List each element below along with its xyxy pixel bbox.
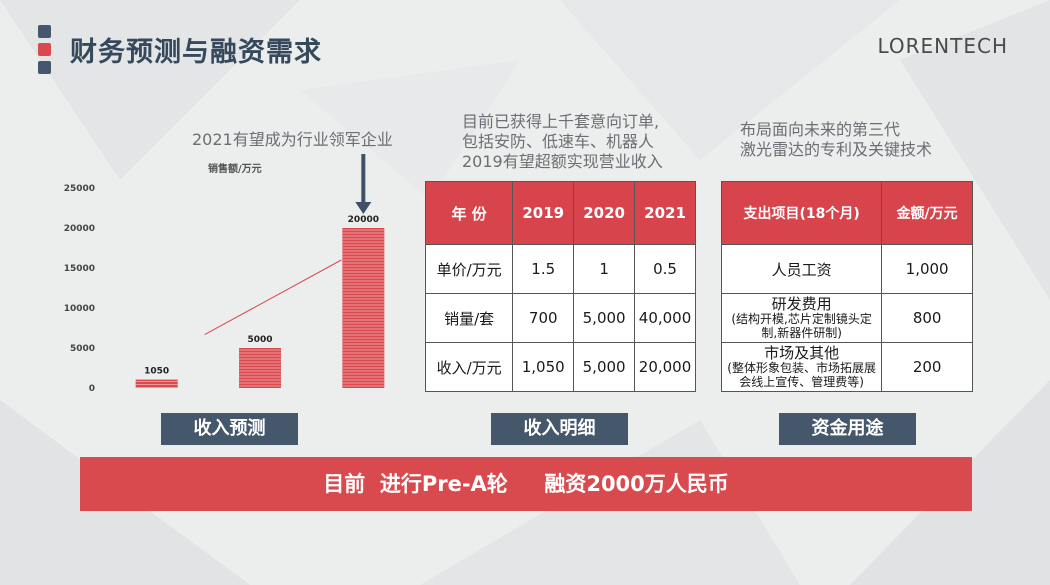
tech-note-line-1: 布局面向未来的第三代 [740, 120, 901, 139]
data-label: 20000 [348, 215, 379, 225]
table-cell: 1,050 [512, 342, 575, 392]
header-cell: 2021 [634, 181, 696, 245]
chart-bar [135, 379, 178, 388]
title-bullets [38, 25, 51, 79]
orders-note-line-2: 包括安防、低速车、机器人 [462, 132, 655, 151]
header-cell: 支出项目(18个月) [720, 181, 883, 245]
bullet-1 [38, 25, 51, 38]
table-cell: 1,000 [881, 244, 973, 294]
table-row: 人员工资 1,000 [720, 244, 973, 294]
table-cell: 40,000 [634, 293, 696, 343]
bullet-3 [38, 61, 51, 74]
table-cell: 1.5 [512, 244, 575, 294]
expense-item: 研发费用 [771, 295, 832, 313]
orders-note: 目前已获得上千套意向订单, 包括安防、低速车、机器人 2019有望超额实现营业收… [462, 112, 663, 172]
revenue-detail-label: 收入明细 [491, 413, 628, 445]
table-cell: 单价/万元 [424, 244, 514, 294]
revenue-forecast-label: 收入预测 [161, 413, 298, 445]
table-cell: 收入/万元 [424, 342, 514, 392]
expense-item: 人员工资 [771, 260, 832, 279]
table-row: 研发费用 (结构开模,芯片定制镜头定制,新器件研制) 800 [720, 293, 973, 343]
y-tick-label: 15000 [64, 264, 95, 274]
table-cell: 研发费用 (结构开模,芯片定制镜头定制,新器件研制) [720, 293, 883, 343]
orders-note-line-3: 2019有望超额实现营业收入 [462, 152, 663, 171]
table-cell: 0.5 [634, 244, 696, 294]
y-tick-label: 10000 [64, 304, 95, 314]
data-label: 5000 [247, 335, 272, 345]
expense-item: 市场及其他 [764, 344, 840, 362]
fund-usage-label: 资金用途 [779, 413, 916, 445]
table-row: 收入/万元 1,050 5,000 20,000 [424, 342, 696, 392]
y-tick-label: 25000 [64, 184, 95, 194]
y-tick-label: 0 [89, 384, 95, 394]
table-header-row: 年 份 2019 2020 2021 [424, 181, 696, 245]
funding-banner: 目前 进行Pre-A轮 融资2000万人民币 [80, 457, 972, 511]
orders-note-line-1: 目前已获得上千套意向订单, [462, 112, 660, 131]
table-row: 销量/套 700 5,000 40,000 [424, 293, 696, 343]
table-cell: 20,000 [634, 342, 696, 392]
revenue-forecast-chart: 0 5000 10000 15000 20000 25000 1050 5000 20000 [64, 154, 385, 394]
y-tick-label: 5000 [70, 344, 95, 354]
header-cell: 2020 [573, 181, 636, 245]
down-arrow-head-icon [355, 202, 372, 214]
expense-detail: (结构开模,芯片定制镜头定制,新器件研制) [731, 312, 872, 340]
chart-ylabel: 销售额/万元 [208, 164, 262, 175]
funds-table: 支出项目(18个月) 金额/万元 人员工资 1,000 研发费用 (结构开模,芯… [720, 181, 973, 392]
data-label: 1050 [144, 367, 169, 377]
table-cell: 1 [573, 244, 636, 294]
table-cell: 5,000 [573, 293, 636, 343]
trend-line [204, 259, 342, 336]
table-cell: 700 [512, 293, 575, 343]
bullet-2 [38, 43, 51, 56]
table-cell: 800 [881, 293, 973, 343]
table-cell: 销量/套 [424, 293, 514, 343]
expense-detail: (整体形象包装、市场拓展展会线上宣传、管理费等) [727, 361, 876, 389]
tech-note-line-2: 激光雷达的专利及关键技术 [740, 140, 933, 159]
revenue-table: 年 份 2019 2020 2021 单价/万元 1.5 1 0.5 销量/套 … [424, 181, 696, 392]
header-cell: 金额/万元 [881, 181, 973, 245]
table-header-row: 支出项目(18个月) 金额/万元 [720, 181, 973, 245]
table-row: 市场及其他 (整体形象包装、市场拓展展会线上宣传、管理费等) 200 [720, 342, 973, 392]
page-title: 财务预测与融资需求 [70, 37, 322, 68]
header-cell: 年 份 [424, 181, 514, 245]
table-cell: 5,000 [573, 342, 636, 392]
y-tick-label: 20000 [64, 224, 95, 234]
chart-title: 2021有望成为行业领军企业 [192, 130, 393, 149]
table-row: 单价/万元 1.5 1 0.5 [424, 244, 696, 294]
table-cell: 市场及其他 (整体形象包装、市场拓展展会线上宣传、管理费等) [720, 342, 883, 392]
table-cell: 人员工资 [720, 244, 883, 294]
tech-note: 布局面向未来的第三代 激光雷达的专利及关键技术 [740, 120, 932, 160]
header-cell: 2019 [512, 181, 575, 245]
table-cell: 200 [881, 342, 973, 392]
company-logo: LORENTECH [877, 34, 1008, 58]
